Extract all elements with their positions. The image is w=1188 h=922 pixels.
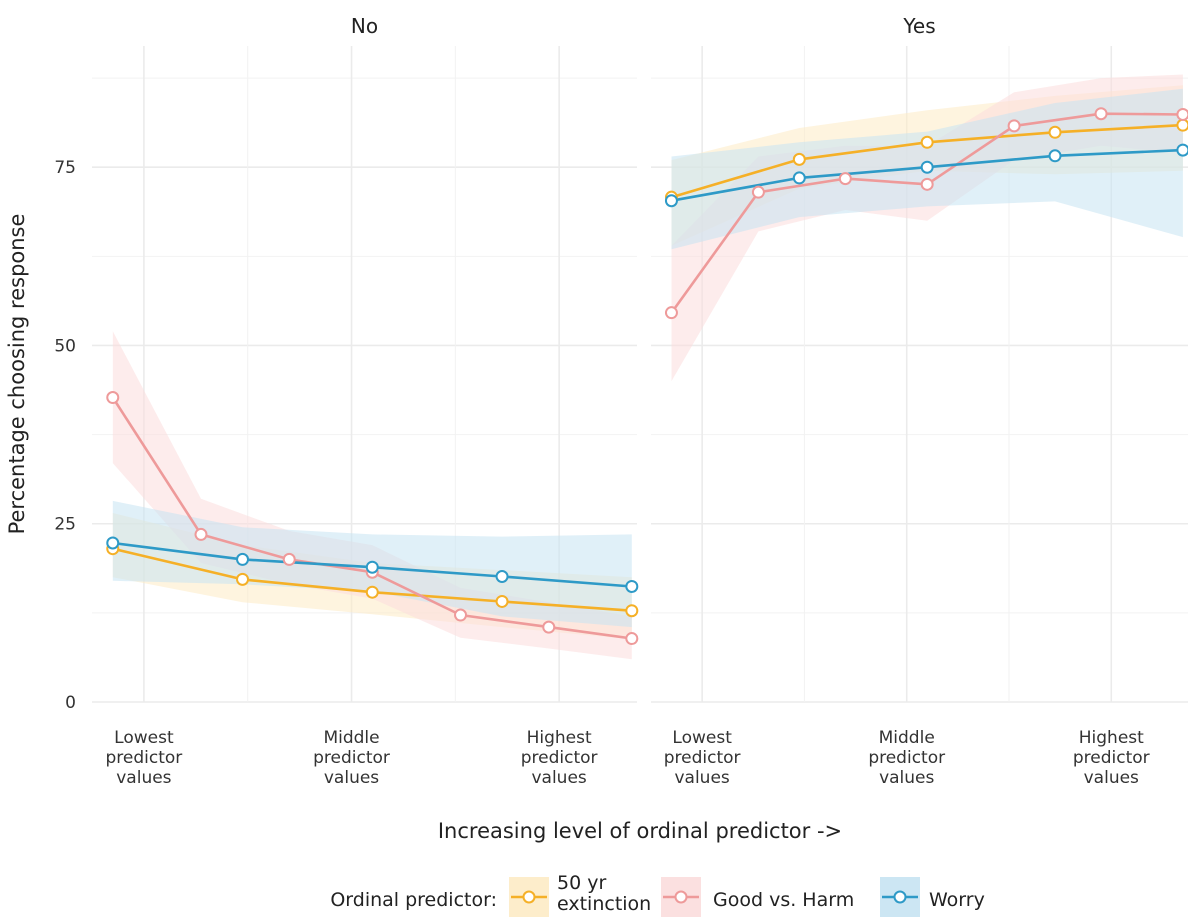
data-point-goodharm (194, 527, 208, 541)
x-tick-label-line: predictor (313, 748, 390, 768)
data-point-extinction (625, 604, 639, 618)
legend-label-line: Good vs. Harm (713, 889, 854, 911)
x-tick-label-line: predictor (868, 748, 945, 768)
data-point-goodharm (664, 306, 678, 320)
x-tick-label-line: predictor (1073, 748, 1150, 768)
data-point-goodharm (1094, 107, 1108, 121)
data-point-worry (106, 536, 120, 550)
data-point-worry (1176, 143, 1188, 157)
x-tick-label-line: predictor (521, 748, 598, 768)
x-tick-label: Highest predictor values (521, 728, 598, 788)
data-point-worry (792, 171, 806, 185)
x-tick-label-line: Highest (1079, 728, 1144, 748)
data-point-goodharm (838, 172, 852, 186)
x-tick-label-line: predictor (664, 748, 741, 768)
x-tick-label-line: values (1084, 768, 1139, 788)
facet-title: Yes (902, 14, 935, 38)
data-point-worry (365, 560, 379, 574)
legend: Ordinal predictor: 50 yr extinction Good vs… (330, 872, 985, 917)
x-tick-label: Lowest predictor values (664, 728, 741, 788)
data-point-worry (236, 552, 250, 566)
legend-title: Ordinal predictor: (330, 889, 497, 911)
x-tick-label-line: values (324, 768, 379, 788)
x-tick-label: Highest predictor values (1073, 728, 1150, 788)
legend-label-goodharm: Good vs. Harm (713, 889, 854, 911)
data-point-worry (625, 579, 639, 593)
data-point-worry (495, 570, 509, 584)
legend-key-point-goodharm (674, 890, 688, 904)
x-tick-label-line: Middle (323, 728, 379, 748)
legend-key-point-worry (893, 890, 907, 904)
data-point-goodharm (106, 391, 120, 405)
x-tick-label-line: Lowest (114, 728, 174, 748)
x-tick-label-line: values (531, 768, 586, 788)
legend-key-point-extinction (522, 890, 536, 904)
data-point-goodharm (1007, 119, 1021, 133)
data-point-extinction (1176, 118, 1188, 132)
data-point-goodharm (282, 552, 296, 566)
x-tick-label-line: Highest (527, 728, 592, 748)
y-axis-title: Percentage choosing response (5, 214, 29, 535)
data-point-extinction (365, 585, 379, 599)
x-tick-label-line: values (674, 768, 729, 788)
facet-title: No (351, 14, 378, 38)
legend-label-line: extinction (557, 893, 651, 915)
data-point-goodharm (542, 620, 556, 634)
y-tick-label: 50 (54, 336, 76, 356)
y-tick-label: 25 (54, 515, 76, 535)
x-tick-label: Lowest predictor values (106, 728, 183, 788)
x-tick-label-line: Middle (879, 728, 935, 748)
x-tick-label: Middle predictor values (868, 728, 945, 788)
y-tick-label: 0 (65, 693, 76, 713)
data-point-worry (664, 194, 678, 208)
data-point-extinction (792, 152, 806, 166)
legend-label-extinction: 50 yr extinction (557, 872, 651, 915)
data-point-goodharm (1176, 107, 1188, 121)
data-point-worry (920, 160, 934, 174)
data-point-extinction (1048, 125, 1062, 139)
data-point-goodharm (454, 608, 468, 622)
x-tick-label-line: values (879, 768, 934, 788)
x-tick-label-line: values (116, 768, 171, 788)
y-tick-label: 75 (54, 158, 76, 178)
data-point-extinction (920, 135, 934, 149)
legend-label-line: Worry (929, 889, 985, 911)
x-tick-label: Middle predictor values (313, 728, 390, 788)
data-point-goodharm (751, 185, 765, 199)
legend-label-line: 50 yr (557, 872, 606, 894)
data-point-goodharm (920, 177, 934, 191)
data-point-worry (1048, 149, 1062, 163)
data-point-goodharm (625, 632, 639, 646)
data-point-extinction (495, 594, 509, 608)
data-point-extinction (236, 572, 250, 586)
x-axis-title: Increasing level of ordinal predictor -> (438, 819, 842, 843)
x-tick-label-line: predictor (106, 748, 183, 768)
legend-label-worry: Worry (929, 889, 985, 911)
x-tick-label-line: Lowest (672, 728, 732, 748)
